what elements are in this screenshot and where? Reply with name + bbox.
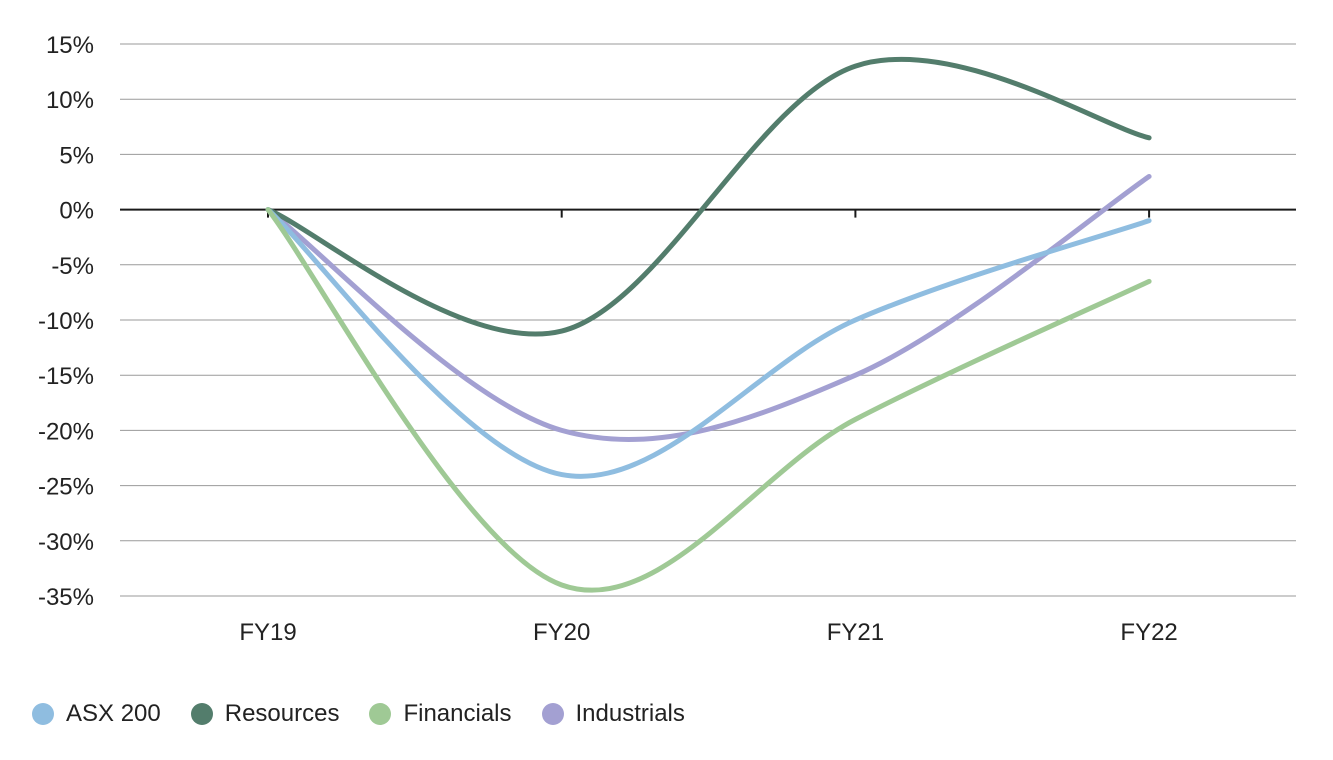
legend-swatch	[32, 703, 54, 725]
y-tick-label: 15%	[46, 32, 94, 59]
x-tick-label: FY19	[239, 619, 296, 646]
y-tick-label: 10%	[46, 87, 94, 114]
x-tick-label: FY20	[533, 619, 590, 646]
legend-label: Financials	[403, 700, 512, 727]
line-chart: 15% 10% 5% 0% -5% -10% -15% -20% -25% -30% -35% FY…	[38, 32, 1296, 646]
y-axis-tick-labels: 15% 10% 5% 0% -5% -10% -15% -20% -25% -30% -35%	[38, 32, 94, 611]
legend-label: Resources	[224, 700, 340, 727]
series-line-industrials	[265, 173, 1152, 442]
legend: ASX 200 Resources Financials Industrials	[32, 700, 715, 728]
y-tick-label: -10%	[38, 308, 94, 335]
y-tick-label: -30%	[38, 529, 94, 556]
x-axis-tick-labels: FY19 FY20 FY21 FY22	[239, 619, 1177, 646]
legend-label: Industrials	[575, 700, 685, 727]
legend-label: ASX 200	[66, 700, 161, 727]
gridlines	[120, 43, 1296, 597]
series-lines	[265, 56, 1152, 593]
legend-swatch	[190, 703, 213, 725]
y-tick-label: -35%	[38, 584, 94, 611]
y-tick-label: 0%	[59, 198, 94, 225]
y-tick-label: -20%	[38, 418, 94, 445]
y-tick-label: -25%	[38, 474, 94, 501]
series-line-financials	[265, 207, 1152, 593]
legend-item: Industrials	[541, 700, 685, 728]
y-tick-label: -15%	[38, 363, 94, 390]
series-line-asx-200	[265, 207, 1152, 479]
legend-item: ASX 200	[32, 700, 161, 728]
y-tick-label: 5%	[59, 142, 94, 169]
x-tick-label: FY22	[1120, 619, 1177, 646]
legend-swatch	[541, 703, 564, 725]
legend-swatch	[369, 703, 392, 725]
y-tick-label: -5%	[51, 253, 94, 280]
legend-item: Financials	[369, 700, 512, 728]
legend-item: Resources	[190, 700, 340, 728]
series-line-resources	[265, 56, 1152, 337]
x-tick-label: FY21	[827, 619, 884, 646]
